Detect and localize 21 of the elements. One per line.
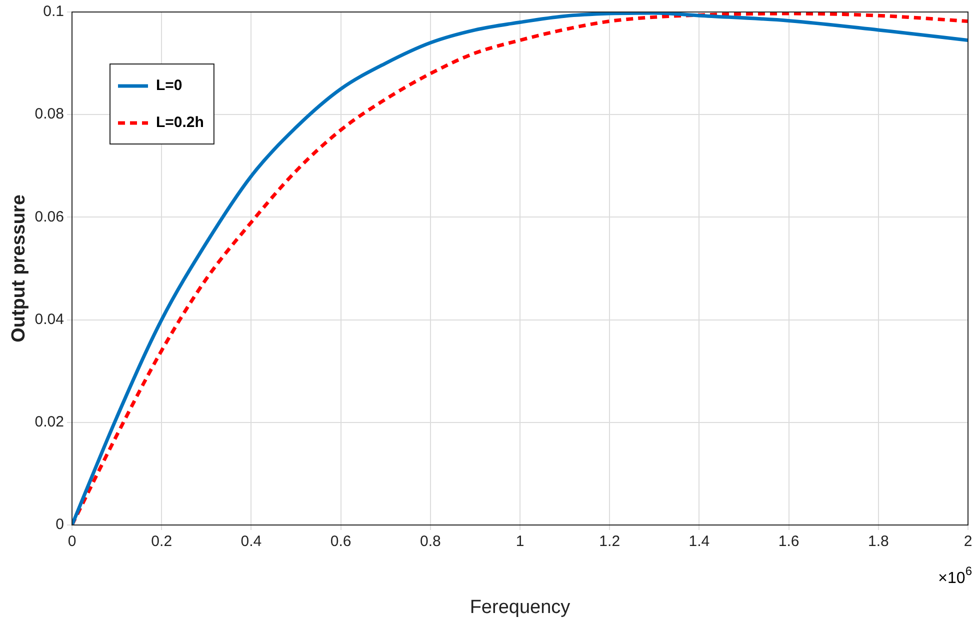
x-tick-label: 1 [516,533,524,550]
x-tick-label: 0.2 [151,533,172,550]
x-tick-label: 1.6 [778,533,800,550]
x-tick-label: 1.2 [599,533,620,550]
x-tick-label: 2 [964,533,972,550]
y-tick-label: 0.06 [34,208,64,226]
x-axis-title: Ferequency [470,596,571,618]
y-tick-label: 0.08 [34,106,64,123]
x-tick-label: 0 [68,533,76,550]
y-tick-label: 0 [56,516,64,534]
legend-label: L=0 [156,77,182,94]
x-tick-label: 0.4 [240,533,262,550]
y-axis-title: Output pressure [8,194,30,342]
x-tick-label: 1.4 [688,533,710,550]
legend-label: L=0.2h [156,114,204,132]
x-tick-label: 0.8 [420,533,441,550]
y-tick-label: 0.02 [34,414,64,431]
x-tick-label: 1.8 [868,533,889,550]
x-tick-label: 0.6 [330,533,352,550]
y-tick-label: 0.04 [34,310,64,328]
y-tick-label: 0.1 [43,3,64,20]
